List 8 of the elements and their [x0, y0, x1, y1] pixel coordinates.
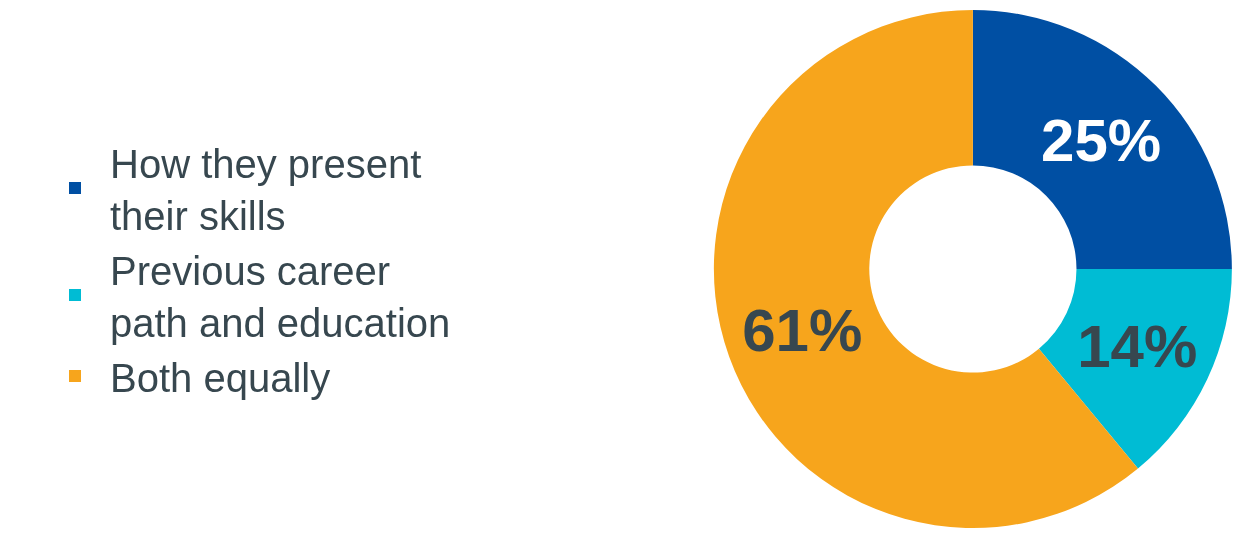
data-label: 25% — [1041, 107, 1162, 175]
donut-slice — [1038, 269, 1232, 469]
data-label: 61% — [742, 296, 863, 364]
donut-slice — [972, 10, 1232, 269]
data-label: 14% — [1077, 312, 1198, 380]
legend-label: Previous career path and education — [110, 248, 451, 345]
legend-label: Both equally — [110, 355, 331, 400]
legend-label: How they present their skills — [110, 141, 422, 238]
